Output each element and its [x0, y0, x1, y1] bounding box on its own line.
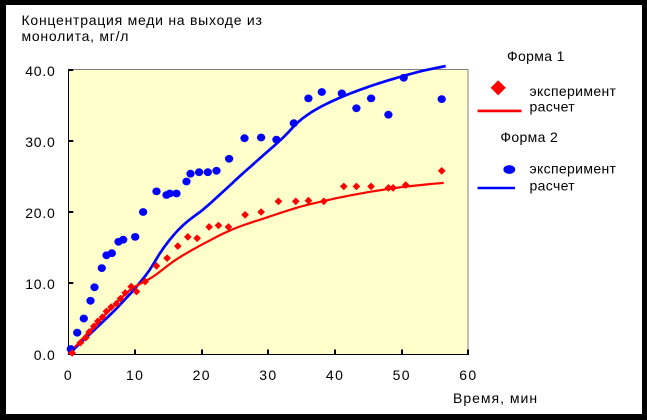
svg-text:0: 0	[64, 367, 73, 383]
svg-text:0.0: 0.0	[34, 347, 56, 363]
svg-text:монолита, мг/л: монолита, мг/л	[22, 28, 130, 44]
svg-text:40.0: 40.0	[25, 63, 55, 79]
svg-text:10.0: 10.0	[25, 276, 55, 292]
svg-text:40: 40	[326, 367, 344, 383]
svg-text:20.0: 20.0	[25, 205, 55, 221]
svg-text:эксперимент: эксперимент	[530, 161, 617, 177]
svg-text:Форма 1: Форма 1	[507, 48, 565, 64]
svg-text:20: 20	[193, 367, 211, 383]
svg-text:30.0: 30.0	[25, 134, 55, 150]
svg-text:эксперимент: эксперимент	[530, 83, 617, 99]
svg-text:10: 10	[126, 367, 144, 383]
svg-text:50: 50	[393, 367, 411, 383]
svg-text:расчет: расчет	[530, 99, 576, 115]
svg-text:расчет: расчет	[530, 178, 576, 194]
svg-text:60: 60	[459, 367, 477, 383]
svg-text:Время, мин: Время, мин	[453, 390, 538, 406]
svg-text:Концентрация меди на выходе из: Концентрация меди на выходе из	[22, 12, 263, 28]
svg-text:Форма 2: Форма 2	[500, 129, 558, 145]
svg-text:30: 30	[259, 367, 277, 383]
